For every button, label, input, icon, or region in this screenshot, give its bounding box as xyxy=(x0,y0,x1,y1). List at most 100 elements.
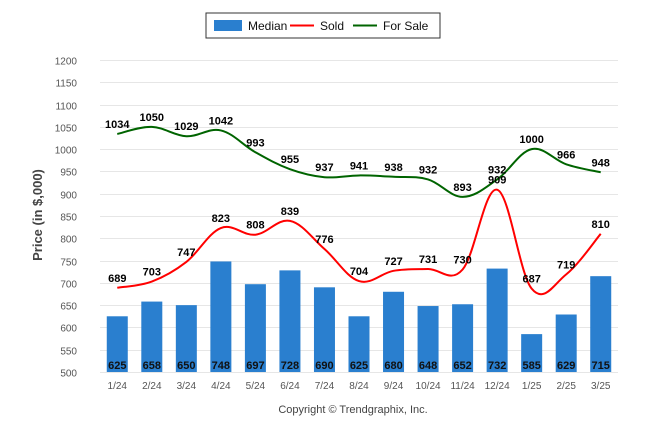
legend-label-median: Median xyxy=(248,19,287,33)
bar-value-label: 650 xyxy=(177,360,195,372)
bar-median xyxy=(313,287,335,372)
bar-median xyxy=(383,291,405,372)
data-label-sold: 719 xyxy=(557,259,575,271)
data-label-for-sale: 1000 xyxy=(519,134,543,146)
bar-value-label: 748 xyxy=(212,360,230,372)
bar-median xyxy=(348,316,370,372)
bar-median xyxy=(175,305,197,372)
bar-value-label: 715 xyxy=(592,360,610,372)
data-label-for-sale: 941 xyxy=(350,160,368,172)
y-tick-label: 1050 xyxy=(55,124,78,135)
y-tick-label: 800 xyxy=(60,235,77,246)
bar-median xyxy=(452,304,474,372)
x-tick-label: 10/24 xyxy=(416,381,441,392)
bar-value-label: 732 xyxy=(488,360,506,372)
bar-value-label: 658 xyxy=(143,360,161,372)
bar-value-label: 697 xyxy=(246,360,264,372)
y-tick-label: 1150 xyxy=(55,79,77,90)
y-tick-label: 500 xyxy=(60,369,77,380)
x-tick-label: 5/24 xyxy=(246,381,266,392)
x-tick-label: 3/24 xyxy=(177,381,197,392)
data-label-sold: 687 xyxy=(522,274,540,286)
legend-swatch-median xyxy=(214,20,242,31)
gridlines xyxy=(100,60,618,373)
bar-value-label: 625 xyxy=(350,360,368,372)
data-label-for-sale: 948 xyxy=(592,157,610,169)
x-tick-label: 3/25 xyxy=(591,381,611,392)
data-label-sold: 727 xyxy=(384,256,402,268)
x-tick-label: 2/25 xyxy=(556,381,576,392)
data-label-for-sale: 1042 xyxy=(209,115,233,127)
bar-median xyxy=(590,276,612,372)
data-label-for-sale: 1029 xyxy=(174,121,198,133)
bars-median xyxy=(106,261,612,372)
data-labels: 625 658 650 748 697 728 690 625 680 648 652 732 585 6… xyxy=(105,112,610,372)
line-sold xyxy=(117,188,602,296)
bar-median xyxy=(417,306,439,372)
y-tick-label: 950 xyxy=(60,168,77,179)
data-label-for-sale: 993 xyxy=(246,137,264,149)
lines xyxy=(117,125,602,296)
x-tick-label: 8/24 xyxy=(349,381,369,392)
data-label-sold: 703 xyxy=(143,267,161,279)
y-tick-label: 700 xyxy=(60,280,77,291)
data-label-for-sale: 955 xyxy=(281,154,299,166)
y-tick-label: 600 xyxy=(60,324,77,335)
line-for-sale xyxy=(117,125,601,198)
bar-median xyxy=(555,314,577,372)
legend: Median Sold For Sale xyxy=(205,12,441,39)
data-label-for-sale: 893 xyxy=(453,182,471,194)
bar-median xyxy=(141,301,163,372)
y-axis-ticks: 500 550 600 650 700 750 800 850 900 950 1000 1050 11… xyxy=(55,57,78,380)
bar-value-label: 629 xyxy=(557,360,575,372)
data-label-sold: 731 xyxy=(419,254,437,266)
data-label-for-sale: 938 xyxy=(384,162,402,174)
x-tick-label: 4/24 xyxy=(211,381,231,392)
bar-median xyxy=(521,334,543,372)
data-label-for-sale: 1034 xyxy=(105,119,130,131)
x-tick-label: 1/24 xyxy=(108,381,128,392)
bar-value-label: 648 xyxy=(419,360,437,372)
data-label-sold: 776 xyxy=(315,234,333,246)
y-tick-label: 650 xyxy=(60,302,77,313)
bar-median xyxy=(244,284,266,372)
x-tick-label: 7/24 xyxy=(315,381,335,392)
bar-median xyxy=(210,261,232,372)
y-tick-label: 900 xyxy=(60,191,77,202)
x-tick-label: 9/24 xyxy=(384,381,404,392)
bar-value-label: 680 xyxy=(384,360,402,372)
legend-label-for-sale: For Sale xyxy=(383,19,429,33)
y-tick-label: 1100 xyxy=(55,102,77,113)
y-tick-label: 1000 xyxy=(55,146,78,157)
x-axis-ticks: 1/24 2/24 3/24 4/24 5/24 6/24 7/24 8/24 9/24 10/2… xyxy=(108,381,611,392)
data-label-sold: 839 xyxy=(281,206,299,218)
x-tick-label: 6/24 xyxy=(280,381,300,392)
data-label-sold: 747 xyxy=(177,247,195,259)
data-label-sold: 810 xyxy=(592,219,610,231)
x-tick-label: 12/24 xyxy=(485,381,510,392)
bar-value-label: 690 xyxy=(315,360,333,372)
x-tick-label: 2/24 xyxy=(142,381,162,392)
legend-label-sold: Sold xyxy=(320,19,344,33)
y-axis-title: Price (in $,000) xyxy=(30,169,45,261)
data-label-sold: 823 xyxy=(212,213,230,225)
x-tick-label: 11/24 xyxy=(450,381,475,392)
y-tick-label: 550 xyxy=(60,347,77,358)
copyright-footer: Copyright © Trendgraphix, Inc. xyxy=(278,404,427,416)
data-label-sold: 730 xyxy=(453,254,471,266)
data-label-sold: 704 xyxy=(350,266,369,278)
bar-value-label: 728 xyxy=(281,360,299,372)
data-label-sold: 808 xyxy=(246,220,264,232)
data-label-sold: 689 xyxy=(108,273,126,285)
bar-value-label: 625 xyxy=(108,360,126,372)
data-label-sold: 909 xyxy=(488,175,506,187)
data-label-for-sale: 932 xyxy=(419,164,437,176)
data-label-for-sale: 932 xyxy=(488,164,506,176)
bar-median xyxy=(106,316,128,372)
y-tick-label: 750 xyxy=(60,258,77,269)
bar-median xyxy=(279,270,301,372)
y-tick-label: 1200 xyxy=(55,57,78,68)
data-label-for-sale: 1050 xyxy=(140,112,164,124)
data-label-for-sale: 937 xyxy=(315,162,333,174)
